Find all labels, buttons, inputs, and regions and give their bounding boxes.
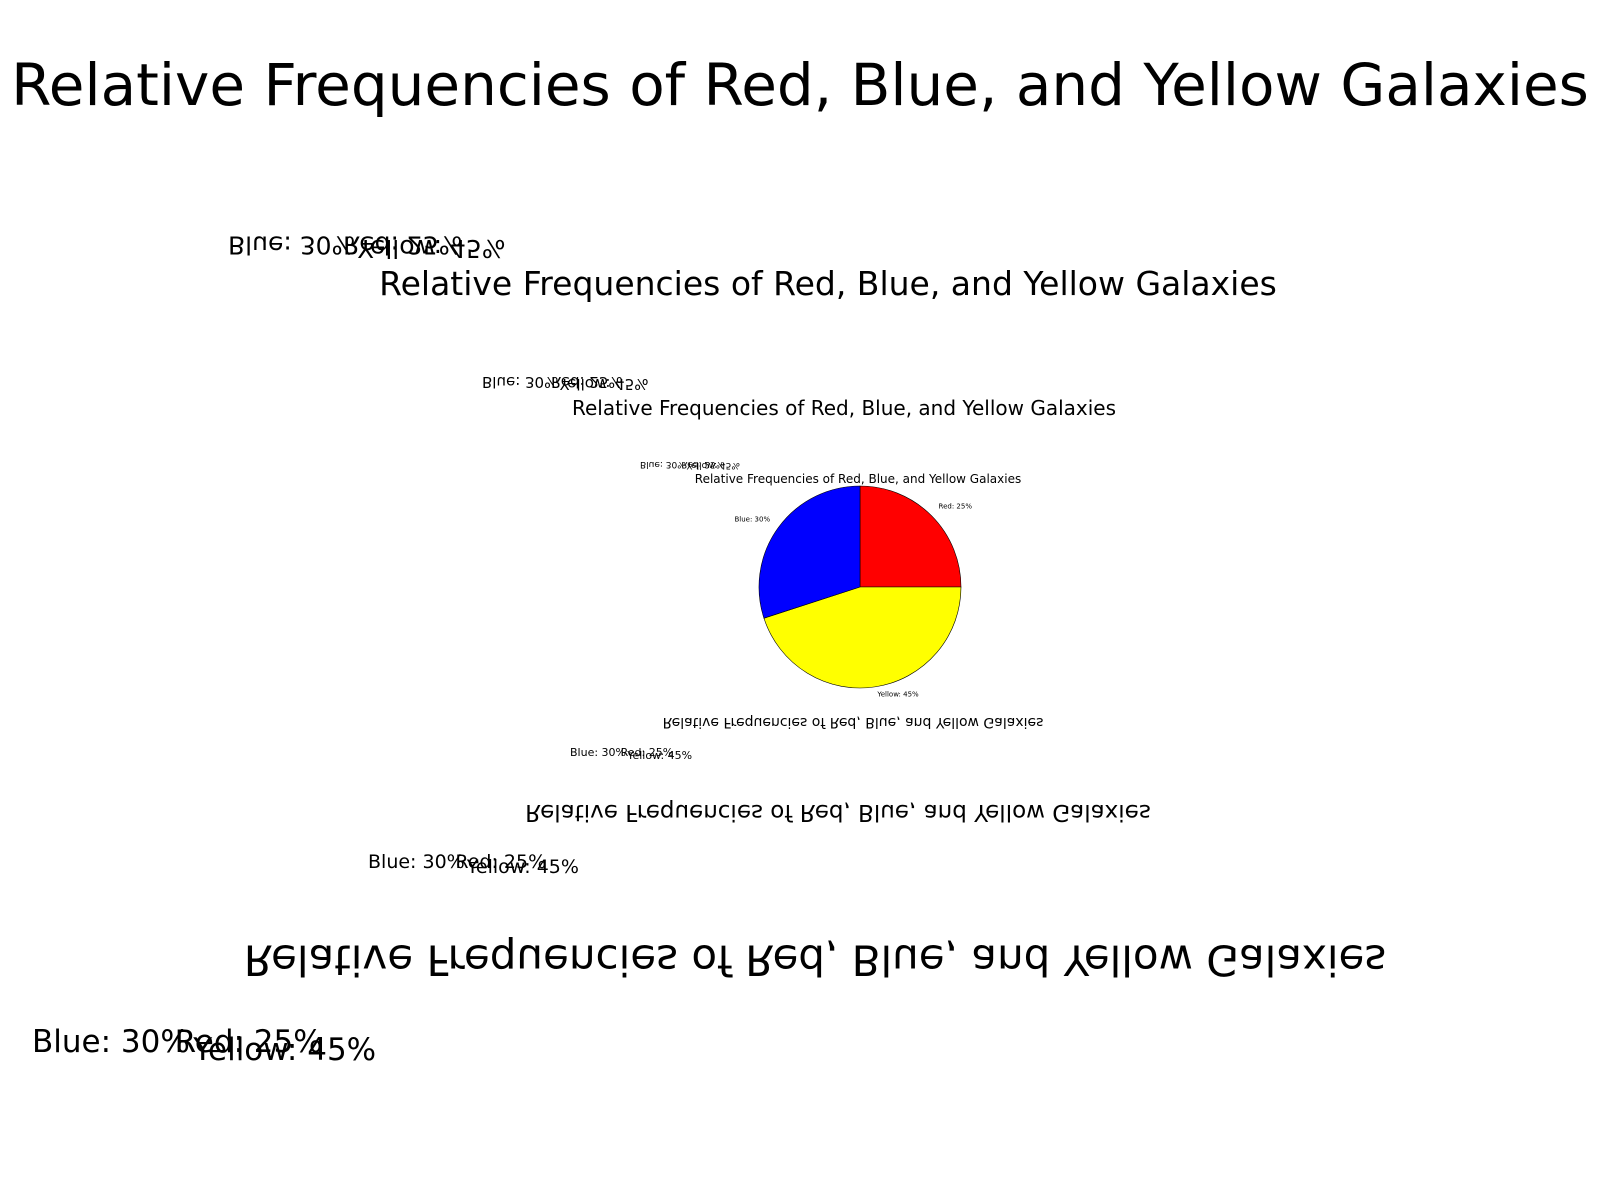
chart-title: Relative Frequencies of Red, Blue, and Y…	[663, 714, 1044, 730]
layer-0: Relative Frequencies of Red, Blue, and Y…	[11, 51, 1589, 263]
chart-title: Relative Frequencies of Red, Blue, and Y…	[572, 396, 1116, 420]
slice-label-yellow: Yellow: 45%	[192, 1032, 376, 1068]
slice-label-yellow: Yellow: 45%	[559, 375, 649, 393]
pie-slice-blue	[758, 485, 861, 619]
pie-label-red: Red: 25%	[939, 502, 973, 510]
slice-label-blue: Blue: 30%	[228, 230, 355, 259]
chart-title: Relative Frequencies of Red, Blue, and Y…	[11, 51, 1589, 119]
label-cluster: Blue: 30%Red: 25%Yellow: 45%	[368, 851, 579, 878]
slice-label-blue: Blue: 30%	[32, 1024, 190, 1060]
layer-3: Relative Frequencies of Red, Blue, and Y…	[640, 459, 1021, 486]
chart-title: Relative Frequencies of Red, Blue, and Y…	[695, 472, 1021, 486]
slice-label-blue: Blue: 30%	[482, 373, 558, 391]
pie-chart: Red: 25% Yellow: 45% Blue: 30%	[734, 485, 973, 699]
pie-label-blue: Blue: 30%	[734, 516, 770, 524]
label-cluster: Blue: 30%Red: 25%Yellow: 45%	[32, 1024, 376, 1068]
slice-label-red: Red: 25%	[455, 851, 546, 873]
label-cluster: Blue: 30%Red: 25%Yellow: 45%	[228, 230, 506, 263]
slice-label-blue: Blue: 30%	[570, 746, 626, 759]
slice-label-yellow: Yellow: 45%	[466, 856, 579, 878]
label-cluster: Blue: 30%Red: 25%Yellow: 45%	[640, 459, 740, 470]
slice-label-red: Red: 25%	[175, 1024, 323, 1060]
pie-slice-red	[859, 485, 962, 588]
label-cluster: Blue: 30%Red: 25%Yellow: 45%	[482, 373, 649, 393]
pie-slice-yellow	[763, 586, 962, 689]
slice-label-red: Red: 25%	[343, 230, 462, 259]
layer-4: Relative Frequencies of Red, Blue, and Y…	[570, 714, 1043, 762]
slice-label-blue: Blue: 30%	[640, 459, 686, 469]
layer-1: Relative Frequencies of Red, Blue, and Y…	[379, 264, 1277, 303]
chart-title: Relative Frequencies of Red, Blue, and Y…	[379, 264, 1277, 303]
layer-6: Relative Frequencies of Red, Blue, and Y…	[32, 935, 1386, 1067]
slice-label-yellow: Yellow: 45%	[686, 460, 741, 470]
slice-label-yellow: Yellow: 45%	[357, 234, 506, 263]
slice-label-red: Red: 25%	[681, 459, 724, 469]
slice-label-blue: Blue: 30%	[368, 851, 465, 873]
slice-label-yellow: Yellow: 45%	[626, 749, 692, 762]
slice-label-red: Red: 25%	[621, 746, 674, 759]
chart-title: Relative Frequencies of Red, Blue, and Y…	[525, 799, 1151, 825]
layer-2: Relative Frequencies of Red, Blue, and Y…	[482, 373, 1116, 420]
label-cluster: Blue: 30%Red: 25%Yellow: 45%	[570, 746, 692, 762]
layer-5: Relative Frequencies of Red, Blue, and Y…	[368, 799, 1151, 878]
chart-title: Relative Frequencies of Red, Blue, and Y…	[244, 935, 1387, 984]
pie-label-yellow: Yellow: 45%	[876, 691, 919, 699]
slice-label-red: Red: 25%	[551, 373, 623, 391]
